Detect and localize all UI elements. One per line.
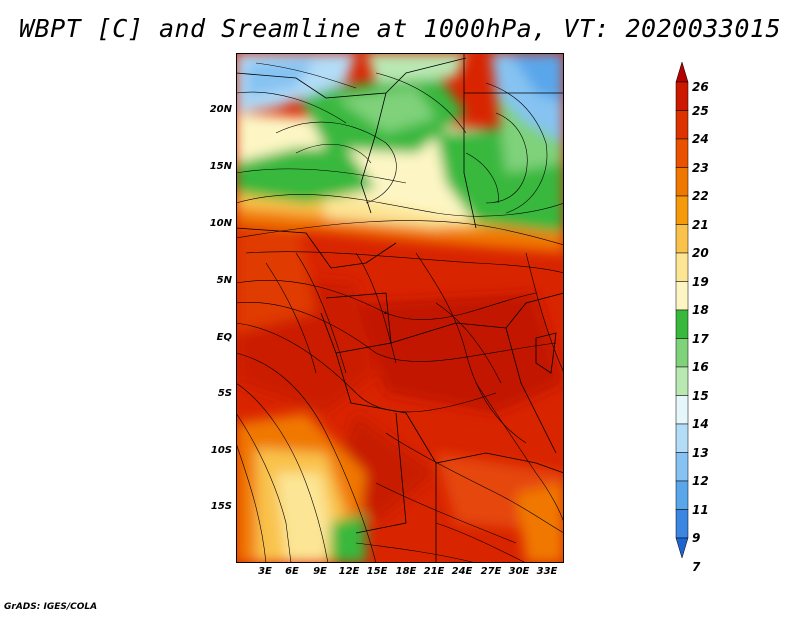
colorbar-swatch-23	[675, 138, 689, 168]
lon-label-15e: 15E	[366, 566, 388, 577]
colorbar-label-26: 26	[692, 80, 709, 94]
colorbar-swatch-24	[675, 110, 689, 140]
colorbar-label-19: 19	[692, 274, 709, 289]
lon-label-27e: 27E	[480, 566, 502, 577]
lon-label-12e: 12E	[338, 566, 360, 577]
colorbar-swatch-20	[675, 224, 689, 254]
colorbar-label-7: 7	[692, 559, 701, 574]
lon-label-6e: 6E	[285, 566, 299, 577]
colorbar-label-9: 9	[692, 531, 701, 545]
colorbar-label-14: 14	[692, 417, 709, 431]
colorbar-swatch-22	[675, 167, 689, 197]
lon-label-18e: 18E	[395, 566, 417, 577]
colorbar-label-24: 24	[692, 132, 709, 146]
colorbar-label-22: 22	[692, 189, 709, 203]
colorbar-swatch-17	[675, 309, 689, 339]
lat-label-15s: 15S	[210, 501, 232, 512]
footer-credit: GrADS: IGES/COLA	[4, 602, 98, 612]
colorbar-swatch-25	[675, 81, 689, 111]
colorbar-swatch-9	[675, 509, 689, 539]
colorbar-label-18: 18	[692, 303, 709, 317]
lon-label-30e: 30E	[508, 566, 530, 577]
colorbar-label-17: 17	[692, 331, 709, 346]
temperature-field	[236, 53, 564, 563]
lon-label-9e: 9E	[313, 566, 327, 577]
colorbar-swatches	[675, 62, 689, 558]
lat-label-10s: 10S	[210, 445, 232, 456]
lon-label-33e: 33E	[536, 566, 558, 577]
colorbar-swatch-26	[675, 62, 689, 83]
lat-label-10n: 10N	[209, 218, 232, 229]
chart-title: WBPT [C] and Sreamline at 1000hPa, VT: 2…	[18, 14, 781, 43]
colorbar-swatch-13	[675, 423, 689, 453]
lon-label-24e: 24E	[451, 566, 473, 577]
colorbar-label-21: 21	[692, 217, 709, 232]
colorbar-swatch-11	[675, 480, 689, 510]
colorbar-swatch-16	[675, 338, 689, 368]
colorbar-label-12: 12	[692, 474, 709, 488]
colorbar-label-13: 13	[692, 445, 709, 460]
colorbar	[675, 62, 689, 558]
colorbar-label-20: 20	[692, 246, 709, 260]
colorbar-label-23: 23	[692, 160, 709, 175]
colorbar-label-15: 15	[692, 388, 709, 403]
wbpt-streamline-map	[236, 53, 564, 563]
lat-label-15n: 15N	[209, 161, 232, 172]
lat-label-5n: 5N	[216, 275, 232, 286]
colorbar-swatch-18	[675, 281, 689, 311]
country-borders	[236, 53, 564, 563]
colorbar-swatch-7	[675, 537, 689, 558]
lon-label-3e: 3E	[258, 566, 272, 577]
lat-label-5s: 5S	[217, 388, 232, 399]
lat-label-20n: 20N	[209, 104, 232, 115]
colorbar-swatch-15	[675, 366, 689, 396]
lat-label-eq: EQ	[216, 332, 232, 343]
colorbar-label-16: 16	[692, 360, 709, 374]
colorbar-label-11: 11	[692, 502, 709, 517]
colorbar-swatch-19	[675, 252, 689, 282]
colorbar-swatch-14	[675, 395, 689, 425]
lon-label-21e: 21E	[423, 566, 445, 577]
colorbar-swatch-21	[675, 195, 689, 225]
colorbar-swatch-12	[675, 452, 689, 482]
colorbar-label-25: 25	[692, 103, 709, 118]
